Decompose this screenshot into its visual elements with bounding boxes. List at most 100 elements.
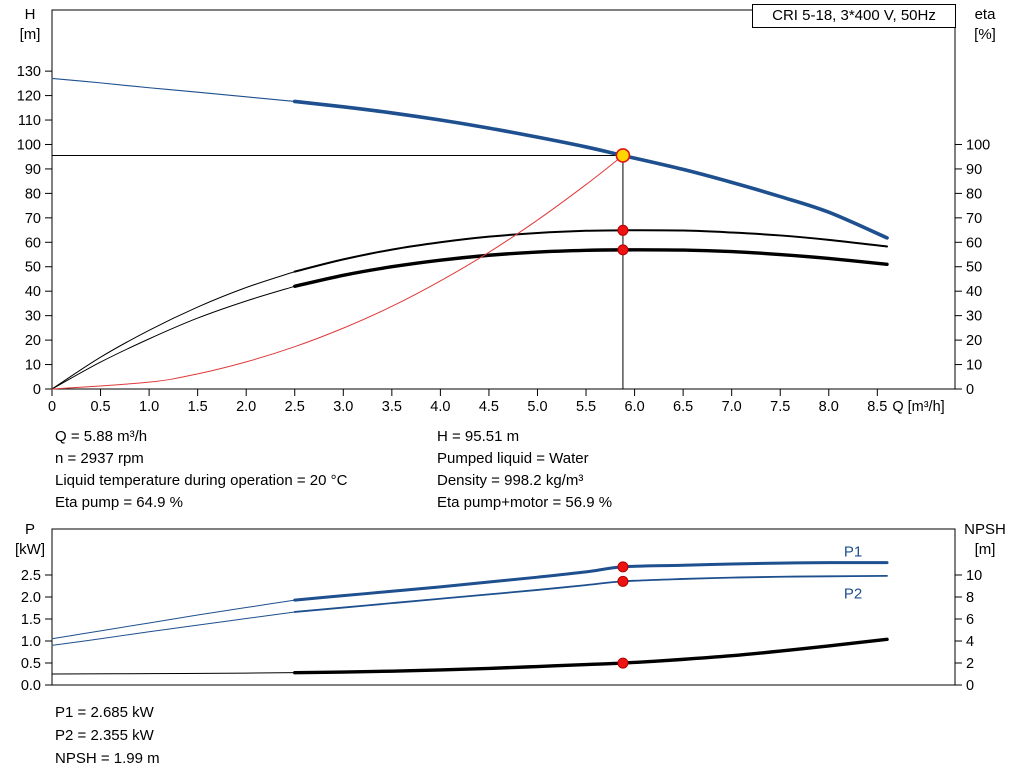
svg-text:120: 120	[17, 89, 41, 105]
p1-curve-extension	[51, 599, 296, 640]
curve-label-p2: P2	[844, 585, 862, 602]
svg-text:90: 90	[966, 162, 982, 178]
eta-pump-point	[617, 224, 629, 236]
svg-text:20: 20	[25, 333, 41, 349]
svg-text:0.0: 0.0	[21, 678, 41, 694]
svg-text:10: 10	[25, 358, 41, 374]
svg-text:10: 10	[966, 568, 982, 584]
annotation-flow: Q = 5.88 m³/h	[55, 428, 148, 445]
svg-text:60: 60	[966, 235, 982, 251]
annotation-speed: n = 2937 rpm	[55, 450, 144, 467]
top-chart-tick-labels: 0 10 20 30 40 50 60 70 80 90 100 110 120 130 0 10 20 30 40…	[17, 64, 990, 415]
system-curve	[51, 154, 624, 390]
svg-text:30: 30	[966, 309, 982, 325]
duty-data-right: H = 95.51 m Pumped liquid = Water Densit…	[437, 426, 612, 514]
eta-pump-curve	[293, 229, 889, 273]
svg-text:3.0: 3.0	[333, 399, 353, 415]
svg-text:1.5: 1.5	[188, 399, 208, 415]
svg-text:30: 30	[25, 309, 41, 325]
power-npsh-chart: 0.0 0.5 1.0 1.5 2.0 2.5 0 2 4 6 8 10 P1 P2	[21, 528, 982, 694]
npsh-curve	[293, 637, 889, 675]
curve-label-p1: P1	[844, 544, 862, 561]
p2-curve	[293, 574, 888, 613]
svg-text:20: 20	[966, 333, 982, 349]
svg-text:50: 50	[25, 260, 41, 276]
p-axis-label: P [kW]	[8, 520, 52, 560]
h-axis-label: H [m]	[8, 5, 52, 45]
svg-text:1.5: 1.5	[21, 612, 41, 628]
eta-pump-motor-curve	[293, 248, 889, 288]
annotation-npsh: NPSH = 1.99 m	[55, 750, 160, 767]
p-axis-label-line2: [kW]	[15, 541, 45, 558]
svg-text:40: 40	[25, 284, 41, 300]
svg-text:0: 0	[33, 382, 41, 398]
x-axis-unit-label: Q [m³/h]	[892, 399, 944, 415]
svg-text:7.5: 7.5	[770, 399, 790, 415]
svg-text:5.5: 5.5	[576, 399, 596, 415]
svg-text:80: 80	[966, 186, 982, 202]
p2-curve-extension	[51, 611, 296, 646]
npsh-axis-label: NPSH [m]	[955, 520, 1015, 560]
bottom-chart-tick-labels: 0.0 0.5 1.0 1.5 2.0 2.5 0 2 4 6 8 10	[21, 568, 982, 694]
svg-text:1.0: 1.0	[139, 399, 159, 415]
svg-text:0: 0	[966, 382, 974, 398]
svg-text:10: 10	[966, 358, 982, 374]
p2-point	[617, 575, 629, 587]
svg-text:6: 6	[966, 612, 974, 628]
svg-text:4.5: 4.5	[479, 399, 499, 415]
svg-text:2.0: 2.0	[236, 399, 256, 415]
annotation-pumped-liquid: Pumped liquid = Water	[437, 450, 589, 467]
eta-pump-motor-point	[617, 244, 629, 256]
svg-text:7.0: 7.0	[722, 399, 742, 415]
bottom-chart-axes	[45, 528, 962, 686]
eta-axis-label-line2: [%]	[974, 26, 996, 43]
svg-text:4.0: 4.0	[430, 399, 450, 415]
h-axis-label-line2: [m]	[19, 26, 41, 43]
eta-axis-label-line1: eta	[974, 6, 996, 23]
svg-text:8.0: 8.0	[819, 399, 839, 415]
eta-pump-curve-extension	[51, 271, 296, 390]
svg-text:50: 50	[966, 260, 982, 276]
svg-text:80: 80	[25, 186, 41, 202]
annotation-liquid-temperature: Liquid temperature during operation = 20…	[55, 472, 348, 489]
svg-text:8.5: 8.5	[867, 399, 887, 415]
npsh-curve-extension	[51, 672, 296, 675]
duty-crosshair	[52, 154, 624, 389]
plot-frame	[51, 9, 956, 390]
svg-text:6.0: 6.0	[624, 399, 644, 415]
qh-eta-chart: 0 10 20 30 40 50 60 70 80 90 100 110 120 130 0 10 20 30 40…	[17, 9, 990, 415]
svg-text:2.5: 2.5	[21, 568, 41, 584]
pump-title-box: CRI 5-18, 3*400 V, 50Hz	[752, 4, 956, 28]
svg-text:2.5: 2.5	[285, 399, 305, 415]
npsh-point	[617, 657, 629, 669]
qh-curve-extension	[51, 77, 296, 102]
eta-pump-motor-curve-extension	[51, 285, 296, 390]
plot-frame	[51, 528, 956, 686]
svg-text:0.5: 0.5	[21, 656, 41, 672]
eta-axis-label: eta [%]	[961, 5, 1009, 45]
svg-text:90: 90	[25, 162, 41, 178]
svg-text:1.0: 1.0	[21, 634, 41, 650]
qh-curve	[292, 99, 889, 240]
npsh-axis-label-line1: NPSH	[964, 521, 1006, 538]
svg-text:40: 40	[966, 284, 982, 300]
duty-point[interactable]	[615, 148, 631, 163]
svg-text:70: 70	[25, 211, 41, 227]
svg-text:0: 0	[48, 399, 56, 415]
p1-curve	[293, 561, 889, 602]
annotation-p1: P1 = 2.685 kW	[55, 704, 154, 721]
annotation-eta-pump-motor: Eta pump+motor = 56.9 %	[437, 494, 613, 511]
svg-text:8: 8	[966, 590, 974, 606]
svg-text:130: 130	[17, 64, 41, 80]
svg-text:3.5: 3.5	[382, 399, 402, 415]
svg-text:2.0: 2.0	[21, 590, 41, 606]
svg-text:0.5: 0.5	[90, 399, 110, 415]
p-axis-label-line1: P	[24, 521, 35, 538]
svg-text:6.5: 6.5	[673, 399, 693, 415]
svg-text:4: 4	[966, 634, 974, 650]
npsh-axis-label-line2: [m]	[974, 541, 996, 558]
h-axis-label-line1: H	[24, 6, 36, 23]
svg-text:70: 70	[966, 211, 982, 227]
annotation-p2: P2 = 2.355 kW	[55, 727, 154, 744]
